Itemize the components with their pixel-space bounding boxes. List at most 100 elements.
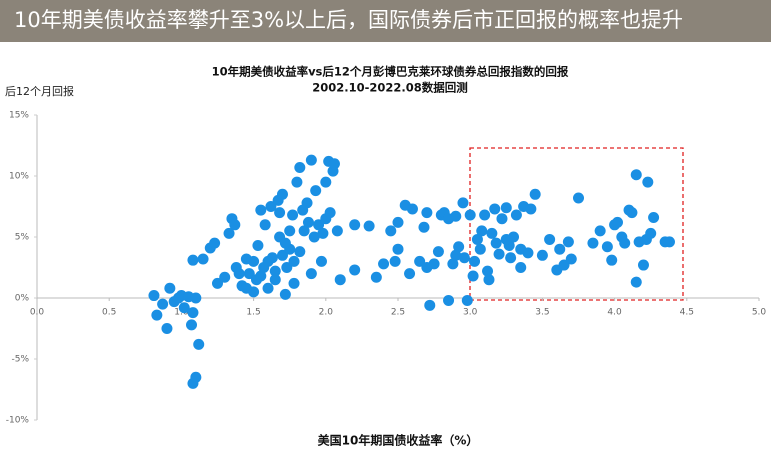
- point: [248, 255, 260, 267]
- point: [467, 270, 479, 282]
- point: [269, 265, 281, 277]
- point: [418, 221, 430, 233]
- point: [298, 225, 310, 237]
- point: [229, 219, 241, 231]
- point: [219, 271, 231, 283]
- point: [663, 236, 675, 248]
- point: [252, 240, 264, 252]
- point: [313, 219, 325, 231]
- point: [515, 262, 527, 273]
- point: [281, 262, 293, 273]
- point: [186, 319, 198, 331]
- point: [320, 176, 332, 188]
- point: [505, 252, 517, 264]
- point: [471, 233, 483, 245]
- point: [626, 207, 638, 219]
- point: [522, 247, 534, 259]
- point: [464, 209, 476, 221]
- point: [476, 225, 488, 237]
- point: [243, 268, 255, 280]
- point: [324, 207, 336, 219]
- point: [529, 188, 541, 200]
- x-tick-label: 0.0: [30, 308, 45, 318]
- point: [310, 185, 322, 197]
- point: [443, 213, 455, 225]
- point: [164, 282, 176, 294]
- point: [274, 207, 286, 219]
- point: [490, 237, 502, 249]
- point: [389, 255, 401, 267]
- point: [587, 237, 599, 249]
- y-tick-label: 15%: [9, 111, 29, 121]
- point: [510, 209, 522, 221]
- point: [255, 204, 267, 216]
- x-tick-label: 3.5: [535, 308, 549, 318]
- point: [562, 236, 574, 248]
- point: [288, 255, 300, 267]
- point: [331, 225, 343, 237]
- point: [287, 209, 299, 221]
- point: [349, 219, 361, 231]
- point: [594, 225, 606, 237]
- chart-subtitle: 2002.10-2022.08数据回测: [312, 81, 468, 95]
- point: [642, 176, 654, 188]
- point: [161, 323, 173, 334]
- point: [279, 288, 291, 300]
- point: [305, 154, 317, 166]
- point: [317, 227, 329, 239]
- point: [421, 262, 433, 273]
- point: [573, 192, 584, 204]
- x-axis-label: 美国10年期国债收益率（%）: [318, 433, 479, 448]
- point: [262, 255, 274, 267]
- point: [479, 209, 491, 221]
- point: [284, 225, 296, 237]
- point: [288, 277, 300, 289]
- point: [493, 248, 505, 260]
- point: [276, 249, 288, 261]
- x-tick-label: 5.0: [752, 308, 767, 318]
- point: [370, 271, 382, 283]
- point: [450, 249, 462, 261]
- point: [630, 169, 642, 181]
- point: [334, 274, 346, 286]
- point: [619, 237, 631, 249]
- point: [469, 255, 481, 267]
- y-tick-label: 5%: [15, 233, 30, 243]
- point: [151, 309, 163, 321]
- point: [601, 241, 613, 253]
- point: [363, 220, 375, 232]
- point: [414, 255, 426, 267]
- point: [544, 233, 556, 245]
- point: [483, 274, 495, 286]
- point: [148, 290, 160, 302]
- x-tick-label: 2.0: [319, 308, 334, 318]
- point: [461, 294, 473, 306]
- point: [554, 243, 566, 255]
- point: [525, 203, 537, 215]
- banner: [0, 0, 771, 42]
- point: [349, 264, 361, 276]
- point: [443, 294, 455, 306]
- point: [212, 277, 223, 289]
- point: [611, 216, 623, 228]
- point: [606, 254, 618, 266]
- point: [187, 254, 199, 266]
- point: [453, 241, 465, 253]
- x-tick-label: 1.5: [246, 308, 260, 318]
- point: [209, 237, 221, 249]
- point: [536, 249, 548, 261]
- point: [558, 259, 570, 271]
- point: [328, 158, 340, 170]
- chart-title: 10年期美债收益率vs后12个月彭博巴克莱环球债券总回报指数的回报: [212, 65, 569, 79]
- point: [157, 298, 169, 310]
- point: [482, 265, 494, 277]
- y-tick-label: -10%: [6, 416, 30, 426]
- point: [262, 282, 274, 294]
- x-tick-label: 3.0: [463, 308, 478, 318]
- x-tick-label: 4.0: [607, 308, 622, 318]
- point: [486, 227, 498, 239]
- banner-title: 10年期美债收益率攀升至3%以上后，国际债券后市正回报的概率也提升: [14, 8, 683, 32]
- y-tick-label: -5%: [11, 355, 29, 365]
- point: [308, 231, 320, 243]
